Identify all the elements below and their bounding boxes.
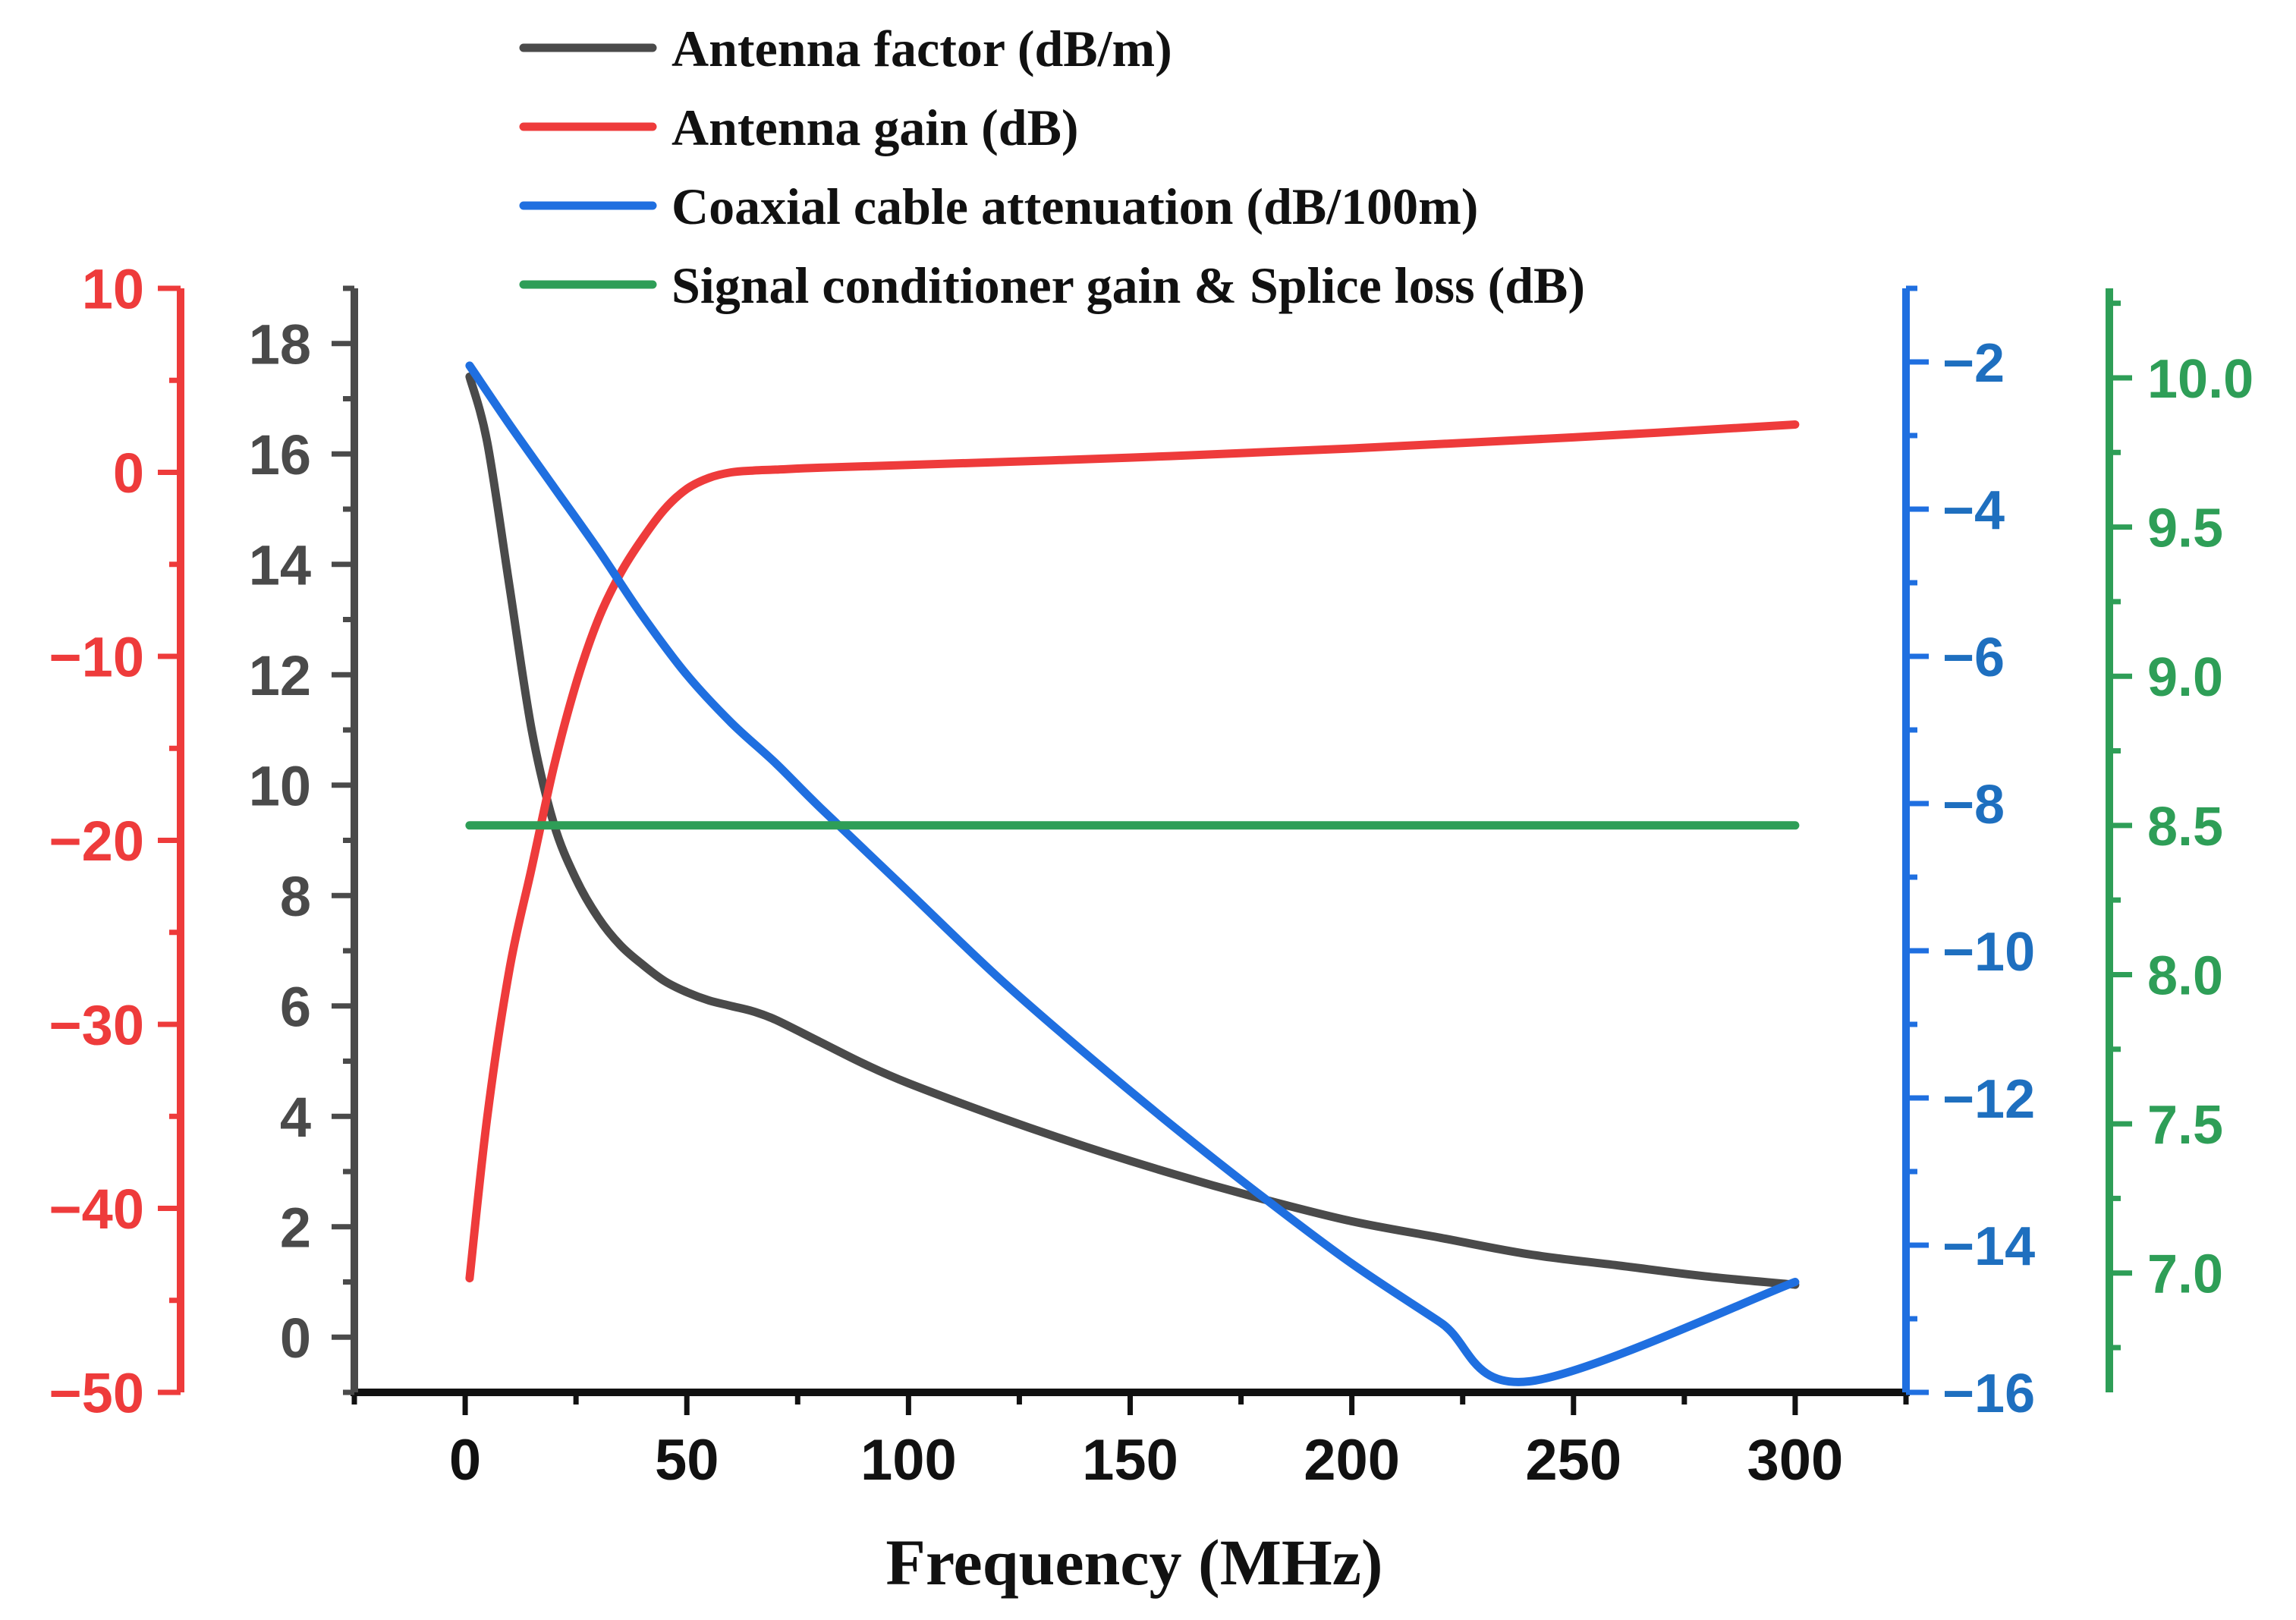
x-tick-label: 0 bbox=[449, 1428, 481, 1493]
legend-label-af: Antenna factor (dB/m) bbox=[672, 20, 1172, 77]
sc-tick-label: 10.0 bbox=[2147, 349, 2254, 410]
sc-tick-label: 7.0 bbox=[2147, 1244, 2223, 1305]
coax-tick-label: −16 bbox=[1942, 1364, 2035, 1424]
coax-tick-label: −8 bbox=[1942, 775, 2005, 835]
gain-tick-label: 0 bbox=[113, 442, 144, 505]
axes: 0 50 100 150 200 250 300024681012141618−50−40−… bbox=[49, 258, 2254, 1493]
coax-tick-label: −6 bbox=[1942, 628, 2005, 688]
x-axis-label: Frequency (MHz) bbox=[885, 1526, 1382, 1599]
sc-tick-label: 9.0 bbox=[2147, 647, 2223, 708]
sc-tick-label: 8.5 bbox=[2147, 797, 2223, 857]
coax-tick-label: −14 bbox=[1942, 1216, 2035, 1277]
gain-tick-label: −50 bbox=[49, 1362, 144, 1425]
series-lines bbox=[465, 361, 1800, 1386]
af-tick-label: 6 bbox=[280, 975, 311, 1038]
coax-tick-label: −4 bbox=[1942, 480, 2005, 541]
legend-label-sc: Signal conditioner gain & Splice loss (d… bbox=[672, 256, 1585, 314]
gain-tick-label: −10 bbox=[49, 626, 144, 689]
x-tick-label: 50 bbox=[655, 1428, 719, 1493]
x-tick-label: 300 bbox=[1747, 1428, 1844, 1493]
coax-tick-label: −10 bbox=[1942, 922, 2035, 983]
coax-tick-label: −12 bbox=[1942, 1069, 2035, 1130]
af-tick-label: 8 bbox=[280, 865, 311, 928]
series-line-gain bbox=[465, 420, 1800, 1283]
x-tick-label: 100 bbox=[860, 1428, 957, 1493]
af-tick-label: 18 bbox=[249, 313, 311, 376]
af-tick-label: 14 bbox=[249, 533, 311, 596]
gain-tick-label: −40 bbox=[49, 1178, 144, 1241]
gain-tick-label: 10 bbox=[82, 258, 144, 321]
legend-label-coax: Coaxial cable attenuation (dB/100m) bbox=[672, 178, 1478, 235]
gain-tick-label: −20 bbox=[49, 810, 144, 873]
x-tick-label: 200 bbox=[1304, 1428, 1400, 1493]
sc-tick-label: 8.0 bbox=[2147, 945, 2223, 1006]
series-line-af bbox=[465, 372, 1800, 1289]
af-tick-label: 4 bbox=[280, 1086, 311, 1149]
af-tick-label: 12 bbox=[249, 644, 311, 707]
af-tick-label: 2 bbox=[280, 1196, 311, 1259]
gain-tick-label: −30 bbox=[49, 994, 144, 1057]
legend-label-gain: Antenna gain (dB) bbox=[672, 99, 1079, 156]
x-tick-label: 150 bbox=[1082, 1428, 1178, 1493]
series-line-coax bbox=[465, 361, 1800, 1386]
sc-tick-label: 7.5 bbox=[2147, 1095, 2223, 1156]
coax-tick-label: −2 bbox=[1942, 333, 2005, 394]
af-tick-label: 16 bbox=[249, 423, 311, 486]
sc-tick-label: 9.5 bbox=[2147, 499, 2223, 559]
x-tick-label: 250 bbox=[1525, 1428, 1621, 1493]
af-tick-label: 10 bbox=[249, 754, 311, 817]
af-tick-label: 0 bbox=[280, 1307, 311, 1370]
legend: Antenna factor (dB/m) Antenna gain (dB) Co… bbox=[519, 20, 1585, 314]
